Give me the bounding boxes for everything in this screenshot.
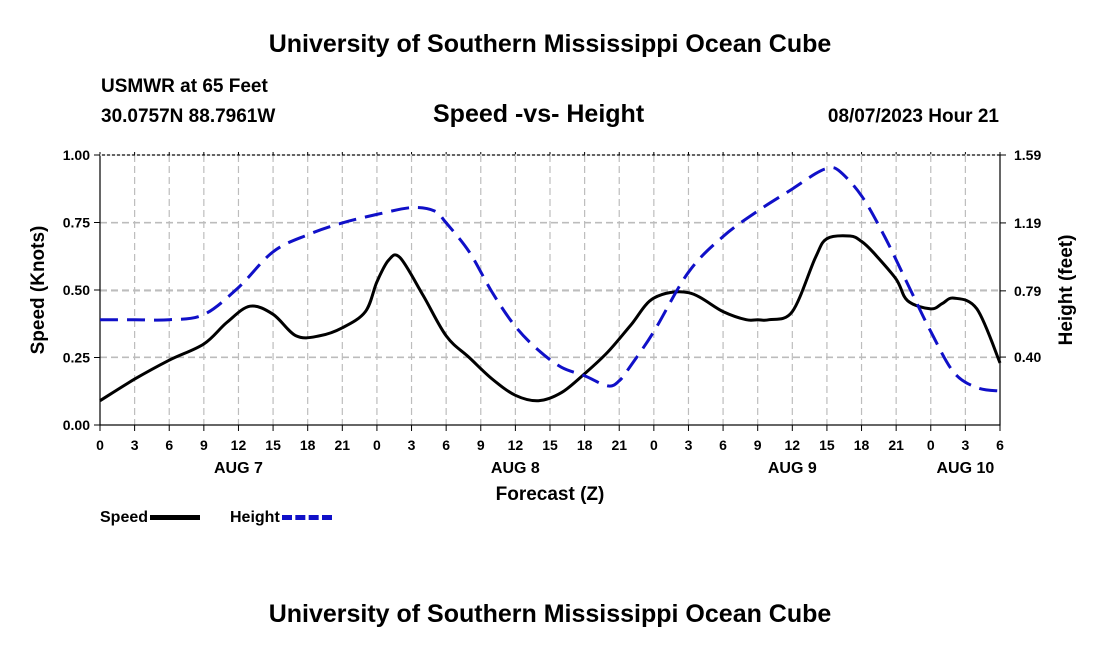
x-tick-label: 15	[265, 437, 281, 453]
x-tick-label: 21	[335, 437, 351, 453]
x-tick-label: 9	[754, 437, 762, 453]
legend-height-swatch	[281, 515, 332, 521]
y-tick-label: 0.50	[63, 282, 90, 298]
x-tick-label: 0	[927, 437, 935, 453]
y-axis-title: Speed (Knots)	[28, 226, 49, 355]
station-coordinates: 30.0757N 88.7961W	[101, 106, 276, 127]
x-tick-label: 3	[131, 437, 139, 453]
x-tick-label: 21	[611, 437, 627, 453]
legend-speed-swatch	[150, 515, 201, 521]
page-title: University of Southern Mississippi Ocean…	[268, 30, 832, 58]
y-tick-label: 0.75	[63, 215, 90, 231]
x-tick-label: 9	[200, 437, 208, 453]
x-tick-label: 6	[442, 437, 450, 453]
chart-subtitle: Speed -vs- Height	[433, 100, 645, 128]
date-label: AUG 7	[214, 460, 263, 477]
y-tick-label: 1.00	[63, 147, 90, 163]
x-tick-label: 15	[542, 437, 558, 453]
legend-height: Height	[230, 509, 332, 527]
x-axis-title: Forecast (Z)	[496, 484, 605, 505]
x-tick-label: 3	[408, 437, 416, 453]
legend-speed: Speed	[100, 509, 201, 527]
x-tick-label: 18	[854, 437, 870, 453]
y-tick-label: 0.00	[63, 417, 90, 433]
date-label: AUG 9	[768, 460, 817, 477]
speed-height-chart: 0 3 6 9 12 15 18 21 0 3 6 9 12 15 18 21 0 3 6 9 12 15 18 21 0 3 6A…	[28, 147, 1077, 505]
y-tick-label: 0.25	[63, 350, 90, 366]
x-tick-label: 9	[477, 437, 485, 453]
x-tick-label: 12	[231, 437, 247, 453]
date-label: AUG 8	[491, 460, 540, 477]
x-tick-label: 21	[888, 437, 904, 453]
footer-title: University of Southern Mississippi Ocean…	[268, 600, 832, 628]
x-tick-label: 18	[577, 437, 593, 453]
y2-tick-label: 0.40	[1014, 349, 1041, 365]
x-tick-label: 0	[650, 437, 658, 453]
x-tick-label: 6	[719, 437, 727, 453]
x-tick-label: 6	[996, 437, 1004, 453]
series-line-height	[99, 166, 1001, 393]
x-tick-label: 3	[961, 437, 969, 453]
x-tick-label: 0	[96, 437, 104, 453]
series-line-speed	[99, 234, 1002, 403]
x-tick-label: 3	[685, 437, 693, 453]
legend-speed-label: Speed	[100, 509, 149, 526]
x-tick-label: 15	[819, 437, 835, 453]
y2-tick-label: 0.79	[1014, 283, 1041, 299]
date-label: AUG 10	[936, 460, 994, 477]
station-label: USMWR at 65 Feet	[101, 76, 268, 97]
x-tick-label: 12	[508, 437, 524, 453]
y2-tick-label: 1.59	[1014, 147, 1041, 163]
y2-tick-label: 1.19	[1014, 215, 1041, 231]
x-tick-label: 18	[300, 437, 316, 453]
x-tick-label: 6	[165, 437, 173, 453]
x-tick-label: 12	[785, 437, 801, 453]
forecast-datetime: 08/07/2023 Hour 21	[827, 106, 999, 127]
y2-axis-title: Height (feet)	[1056, 235, 1077, 346]
legend-height-label: Height	[230, 509, 280, 526]
x-tick-label: 0	[373, 437, 381, 453]
